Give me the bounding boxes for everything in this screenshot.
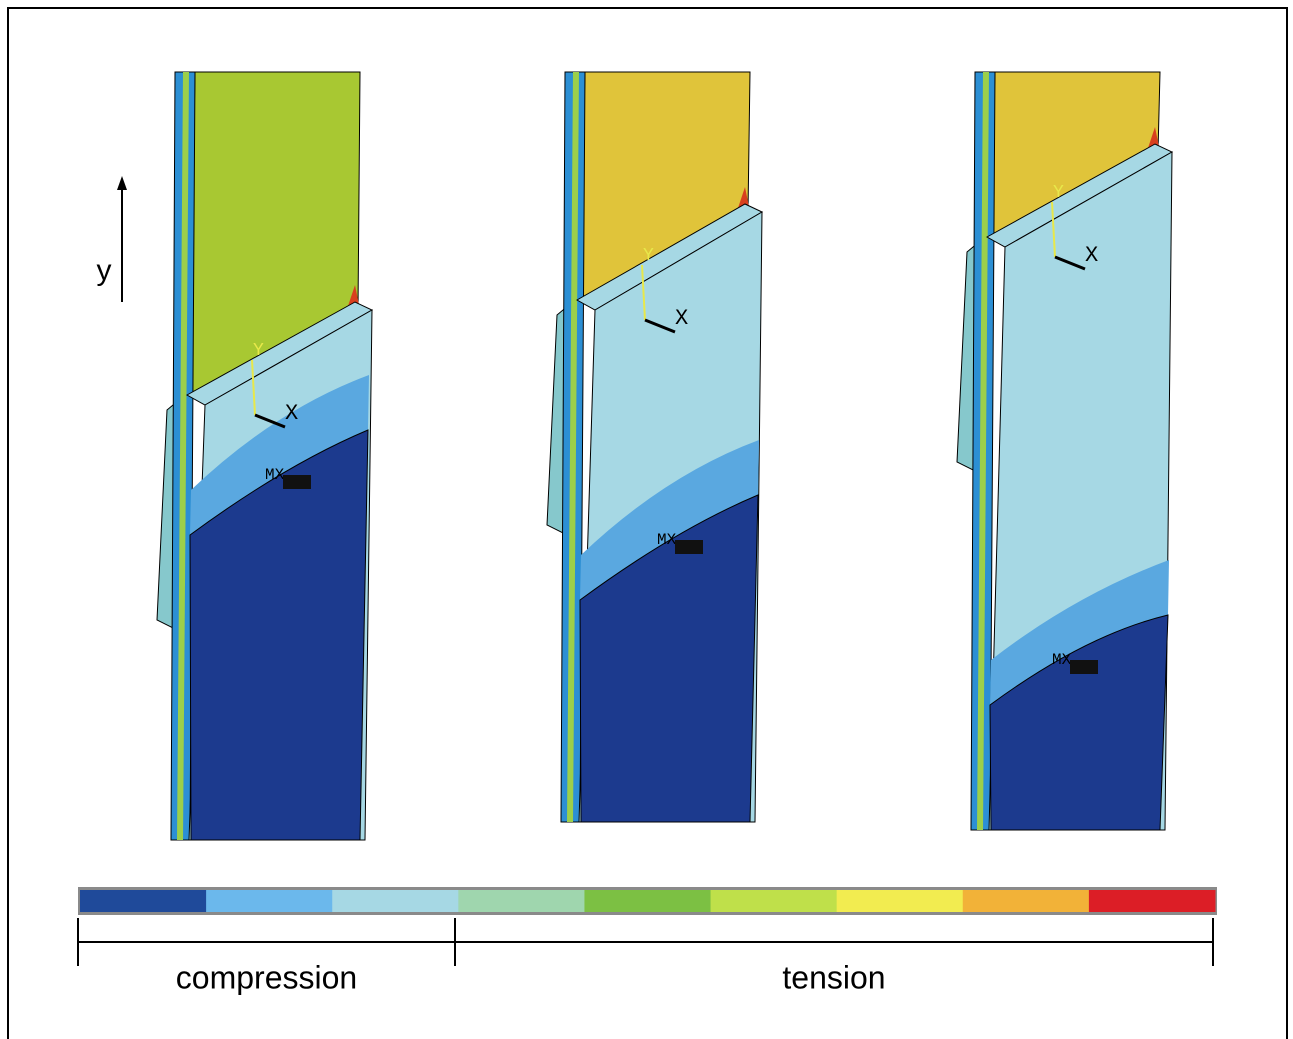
max-marker-box [1070,660,1098,674]
figure: y Y X MX Y X MX Y X MX compression tension [0,0,1293,1039]
local-x-label: X [285,401,298,426]
panels: Y X MX Y X MX Y X MX [157,72,1172,840]
local-x-label: X [675,306,688,331]
axis-label: y [97,254,112,287]
color-scale: compression tension [78,887,1217,995]
scale-swatch [80,890,207,912]
scale-swatch [963,890,1090,912]
scale-label: compression [176,959,357,995]
scale-swatch [458,890,585,912]
y-arrow-head [117,176,127,190]
local-y-label: Y [253,341,264,361]
scale-swatch [1089,890,1216,912]
max-marker-box [283,475,311,489]
max-marker: MX [657,531,677,549]
local-y-label: Y [1053,183,1064,203]
scale-swatch [584,890,711,912]
max-marker-box [675,540,703,554]
local-x-label: X [1085,243,1098,268]
max-marker: MX [1052,651,1072,669]
scale-label: tension [782,959,885,995]
local-y-label: Y [643,246,654,266]
scale-swatch [837,890,964,912]
max-marker: MX [265,466,285,484]
scale-swatch [711,890,838,912]
scale-swatch [332,890,459,912]
scale-swatch [206,890,333,912]
